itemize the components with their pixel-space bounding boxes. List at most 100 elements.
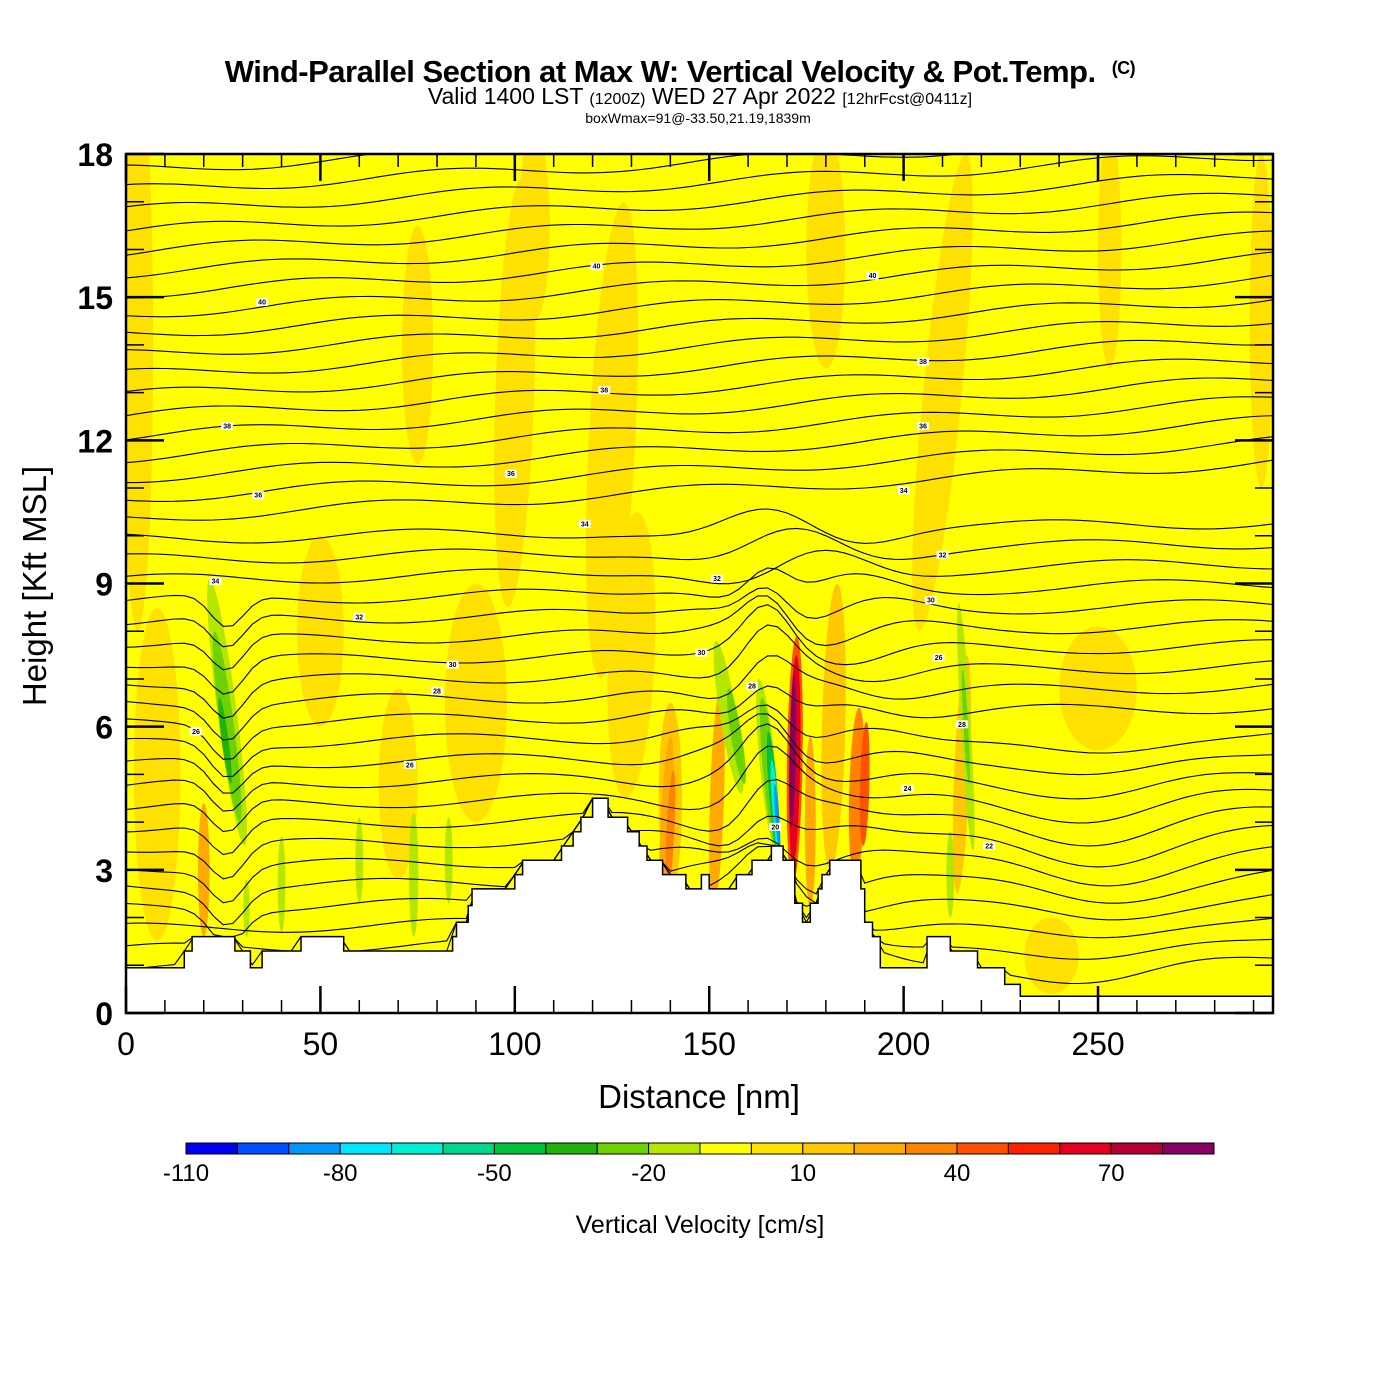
theta-contour	[126, 587, 1273, 648]
contour-label-box	[256, 297, 269, 306]
theta-contour	[126, 377, 1273, 441]
colorbar-tick-label: 70	[1098, 1160, 1125, 1187]
y-tick-label: 0	[95, 996, 113, 1032]
contour-label: 38	[221, 422, 234, 431]
contour-label: 36	[252, 491, 265, 500]
colorbar-box	[1007, 1142, 1061, 1155]
contour-label-text: 34	[581, 521, 589, 528]
colorbar-tick-label: -80	[323, 1160, 358, 1187]
contour-label: 26	[403, 760, 416, 769]
contour-label: 32	[936, 550, 949, 559]
y-tick-label: 15	[77, 280, 113, 316]
theta-contour	[126, 396, 1273, 464]
velocity-region	[727, 688, 746, 784]
velocity-region	[665, 769, 676, 894]
colorbar-box	[853, 1142, 907, 1155]
contour-label-box	[897, 486, 910, 495]
theta-contour	[126, 567, 1273, 627]
theta-contour	[126, 155, 1273, 208]
contour-label-text: 20	[771, 824, 779, 831]
contour-label-text: 34	[212, 579, 220, 586]
theta-contour	[126, 339, 1273, 393]
contour-label: 38	[598, 386, 611, 395]
theta-contour	[126, 211, 1273, 279]
colorbar-tick-label: -110	[163, 1160, 209, 1187]
contour-label-box	[353, 612, 366, 621]
theta-contour	[126, 230, 1273, 299]
contour-label-text: 40	[593, 264, 601, 271]
velocity-region	[946, 831, 955, 918]
theta-contour	[126, 508, 1273, 544]
colorbar-tick-label: -20	[631, 1160, 666, 1187]
contour-label: 30	[924, 596, 937, 605]
theta-contour	[126, 274, 1273, 337]
velocity-region	[444, 817, 453, 904]
colorbar-title: Vertical Velocity [cm/s]	[576, 1211, 825, 1239]
contour-label-text: 30	[927, 598, 935, 605]
colorbar-box	[1059, 1142, 1112, 1155]
contour-label-box	[695, 648, 708, 657]
y-tick-label: 3	[95, 853, 113, 889]
y-axis-label: Height [Kft MSL]	[16, 466, 53, 706]
theta-contour	[126, 797, 1273, 926]
contour-label-text: 28	[958, 722, 966, 729]
x-tick-labels: 0 50 100 150 200 250	[117, 1026, 1125, 1062]
subtitle-utc: (1200Z)	[589, 91, 645, 108]
velocity-region	[1024, 917, 1079, 994]
contour-label-text: 30	[698, 650, 706, 657]
contour-label-text: 26	[192, 729, 200, 736]
y-tick-label: 18	[77, 137, 113, 173]
y-tick-label: 12	[77, 423, 113, 459]
contour-label: 24	[901, 784, 914, 793]
colorbar-box	[339, 1142, 393, 1155]
contour-label-box	[769, 822, 782, 831]
theta-contour	[126, 713, 1273, 794]
contour-label-box	[917, 357, 930, 366]
velocity-region	[821, 583, 846, 870]
velocity-region	[355, 817, 364, 904]
colorbar-box	[750, 1142, 804, 1155]
colorbar-box	[545, 1142, 598, 1155]
chart-title-text: Wind-Parallel Section at Max W: Vertical…	[225, 54, 1096, 89]
velocity-region	[197, 803, 210, 937]
contour-label: 40	[866, 271, 879, 280]
contour-label-box	[924, 596, 937, 605]
contour-label: 28	[431, 686, 444, 695]
colorbar-tick-label: 10	[789, 1160, 816, 1187]
colorbar-box	[802, 1142, 855, 1155]
contour-label-box	[403, 760, 416, 769]
contour-label-text: 26	[935, 655, 943, 662]
contour-label-box	[917, 422, 930, 431]
colorbar-box	[288, 1142, 341, 1155]
contour-label-layer: 40 40 40 38 38 38 36 36 36 34 34 34 32 32 32 30 30 30 28 28…	[189, 262, 996, 850]
colorbar	[185, 1142, 1215, 1155]
chart-title: Wind-Parallel Section at Max W: Vertical…	[225, 54, 1136, 89]
x-tick-label: 50	[303, 1026, 339, 1062]
velocity-region	[607, 511, 656, 799]
theta-contour	[126, 685, 1273, 760]
x-tick-label: 200	[877, 1026, 930, 1062]
contour-label-box	[866, 271, 879, 280]
y-tick-label: 9	[95, 567, 113, 603]
contour-label-text: 34	[900, 488, 908, 495]
contour-label-text: 32	[355, 614, 363, 621]
contour-label-text: 40	[258, 299, 266, 306]
theta-contour	[126, 173, 1273, 232]
contour-label-box	[901, 784, 914, 793]
contour-label-text: 36	[919, 424, 927, 431]
contour-label: 36	[504, 469, 517, 478]
theta-contour	[126, 797, 1273, 904]
colorbar-box	[1162, 1142, 1215, 1155]
contour-label-text: 36	[254, 493, 262, 500]
velocity-region	[444, 583, 507, 823]
contour-label-box	[504, 469, 517, 478]
subtitle-forecast: [12hrFcst@0411z]	[842, 91, 972, 108]
x-tick-label: 150	[683, 1026, 736, 1062]
contour-label: 34	[578, 519, 591, 528]
theta-contour	[126, 415, 1273, 484]
contour-label: 22	[983, 841, 996, 850]
theta-contour	[126, 459, 1273, 521]
contour-label-text: 30	[449, 662, 457, 669]
colorbar-box	[1110, 1142, 1164, 1155]
